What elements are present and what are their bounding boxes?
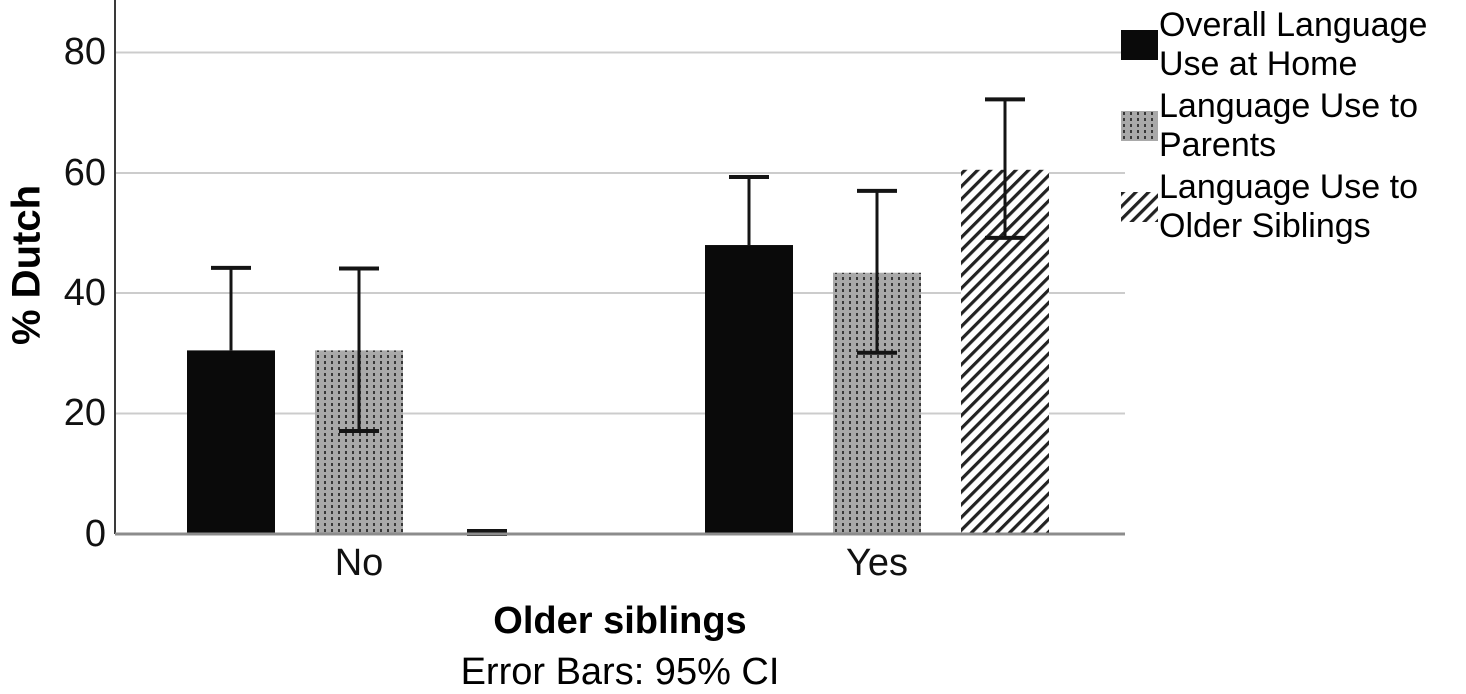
gridlines-layer	[115, 51, 1125, 415]
legend-label-siblings-line2: Older Siblings	[1159, 207, 1371, 245]
y-tick-label-40: 40	[63, 272, 106, 314]
x-axis-title: Older siblings	[493, 600, 747, 642]
legend-label-overall-line1: Overall Language	[1159, 6, 1428, 44]
axes-layer	[114, 0, 1125, 536]
legend: Overall Language Use at Home Language Us…	[1121, 6, 1466, 249]
y-axis-title: % Dutch	[4, 185, 49, 345]
legend-swatch-solid-black-icon	[1121, 30, 1158, 60]
legend-label-parents-line1: Language Use to	[1159, 87, 1418, 125]
y-tick-label-20: 20	[63, 392, 106, 434]
legend-label-parents-line2: Parents	[1159, 126, 1277, 164]
bar-overall-yes	[705, 245, 793, 535]
y-tick-label-0: 0	[84, 513, 106, 555]
legend-swatch-diagonal-hatch-icon	[1121, 192, 1158, 222]
legend-item-siblings: Language Use to Older Siblings	[1121, 168, 1466, 246]
legend-label-overall-line2: Use at Home	[1159, 45, 1358, 83]
error-bars-caption: Error Bars: 95% CI	[460, 651, 780, 693]
x-category-label-yes: Yes	[846, 542, 908, 584]
bars-layer	[187, 97, 1049, 536]
y-tick-label-60: 60	[63, 152, 106, 194]
legend-item-overall: Overall Language Use at Home	[1121, 6, 1466, 84]
x-category-label-no: No	[334, 542, 384, 584]
legend-label-siblings-line1: Language Use to	[1159, 168, 1418, 206]
legend-label-siblings: Language Use to Older Siblings	[1159, 168, 1418, 246]
legend-item-parents: Language Use to Parents	[1121, 87, 1466, 165]
legend-label-overall: Overall Language Use at Home	[1159, 6, 1427, 84]
legend-label-parents: Language Use to Parents	[1159, 87, 1418, 165]
legend-swatch-gray-dotted-icon	[1121, 111, 1158, 141]
y-tick-label-80: 80	[63, 31, 106, 73]
bar-overall-no	[187, 350, 275, 534]
